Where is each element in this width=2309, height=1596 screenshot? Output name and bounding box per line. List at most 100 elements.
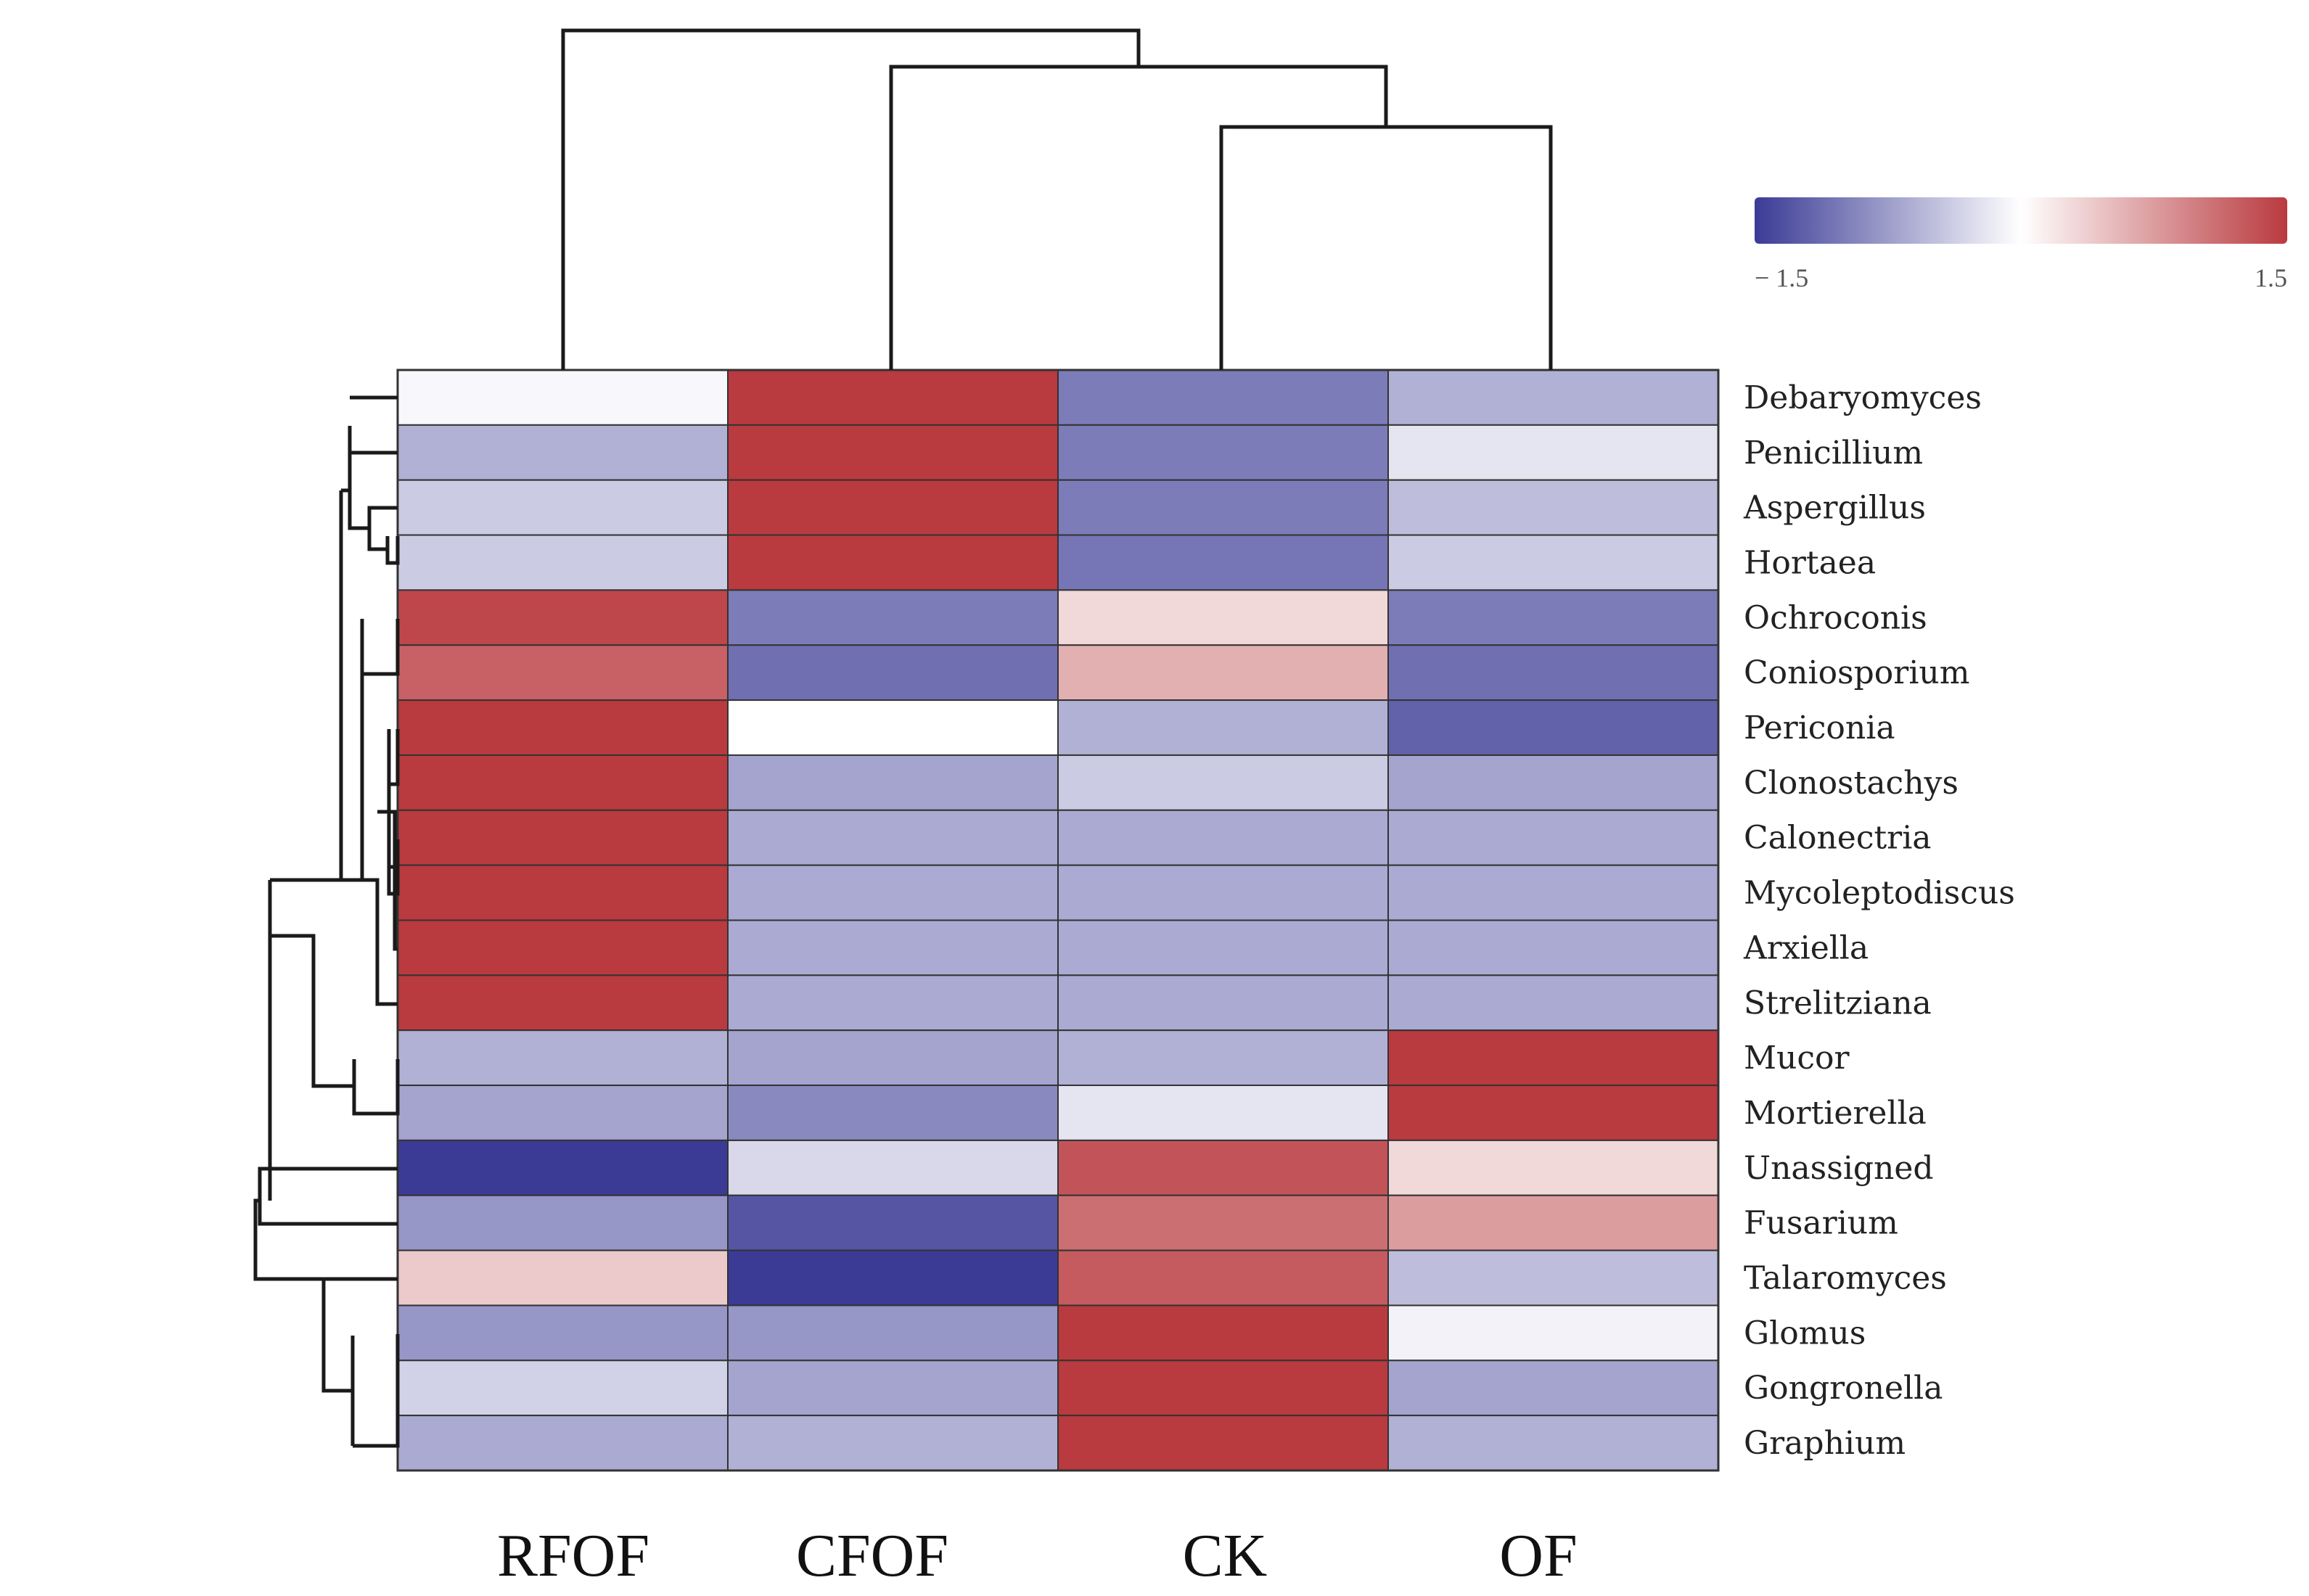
- row-label-glomus: Glomus: [1744, 1315, 1866, 1352]
- column-dendrogram: [561, 28, 1553, 370]
- row-label-graphium: Graphium: [1744, 1425, 1906, 1462]
- heatmap-cell-mycoleptodiscus-rfof: [397, 864, 729, 921]
- column-label-of: OF: [1499, 1522, 1577, 1589]
- heatmap-cell-coniosporium-of: [1387, 644, 1719, 702]
- heatmap-cell-mucor-rfof: [397, 1029, 729, 1087]
- column-labels: RFOF CFOF CK OF: [497, 1522, 1578, 1589]
- heatmap-cell-fusarium-of: [1387, 1194, 1719, 1251]
- heatmap-cell-mortierella-of: [1387, 1085, 1719, 1141]
- heatmap-cell-periconia-of: [1387, 699, 1719, 756]
- heatmap-cell-calonectria-of: [1387, 809, 1719, 866]
- heatmap-cell-mycoleptodiscus-of: [1387, 864, 1719, 921]
- heatmap-cell-gongronella-rfof: [397, 1360, 729, 1417]
- heatmap-cell-mortierella-rfof: [397, 1085, 729, 1141]
- heatmap-cell-hortaea-ck: [1057, 534, 1389, 591]
- row-label-periconia: Periconia: [1744, 709, 1895, 746]
- heatmap-cell-clonostachys-cfof: [727, 754, 1059, 811]
- heatmap-cell-hortaea-rfof: [397, 534, 729, 591]
- heatmap-cell-ochroconis-rfof: [397, 589, 729, 646]
- heatmap-cell-graphium-cfof: [727, 1415, 1059, 1472]
- row-dendrogram: [253, 395, 400, 1448]
- heatmap-cell-clonostachys-ck: [1057, 754, 1389, 811]
- heatmap-cell-mucor-ck: [1057, 1029, 1389, 1087]
- heatmap-cell-ochroconis-of: [1387, 589, 1719, 646]
- colorbar-max-label: 1.5: [2255, 263, 2287, 292]
- colorbar: [1755, 197, 2287, 244]
- heatmap-cell-unassigned-cfof: [727, 1139, 1059, 1196]
- row-label-gongronella: Gongronella: [1744, 1370, 1943, 1407]
- heatmap-cell-hortaea-cfof: [727, 534, 1059, 591]
- heatmap-cell-glomus-ck: [1057, 1304, 1389, 1362]
- heatmap-cell-penicillium-cfof: [727, 424, 1059, 481]
- heatmap-cell-debaryomyces-rfof: [397, 369, 729, 426]
- heatmap-cell-periconia-rfof: [397, 699, 729, 756]
- heatmap-cell-mortierella-cfof: [727, 1085, 1059, 1141]
- heatmap-cell-talaromyces-ck: [1057, 1249, 1389, 1307]
- heatmap-cell-graphium-ck: [1057, 1415, 1389, 1472]
- heatmap-cell-ochroconis-ck: [1057, 589, 1389, 646]
- heatmap-cell-aspergillus-ck: [1057, 479, 1389, 536]
- heatmap-cell-aspergillus-cfof: [727, 479, 1059, 536]
- heatmap-cell-mortierella-ck: [1057, 1085, 1389, 1141]
- row-label-hortaea: Hortaea: [1744, 544, 1876, 581]
- colorbar-min-label: − 1.5: [1755, 263, 1808, 292]
- heatmap-cell-glomus-cfof: [727, 1304, 1059, 1362]
- heatmap-cell-arxiella-rfof: [397, 919, 729, 976]
- heatmap-cell-fusarium-ck: [1057, 1194, 1389, 1251]
- row-label-arxiella: Arxiella: [1743, 929, 1869, 966]
- row-label-talaromyces: Talaromyces: [1744, 1260, 1947, 1297]
- row-label-ochroconis: Ochroconis: [1744, 599, 1927, 636]
- heatmap-cells: [397, 369, 1719, 1472]
- row-label-mortierella: Mortierella: [1744, 1095, 1927, 1132]
- heatmap-cell-graphium-of: [1387, 1415, 1719, 1472]
- heatmap-cell-mycoleptodiscus-ck: [1057, 864, 1389, 921]
- heatmap-cell-gongronella-ck: [1057, 1360, 1389, 1417]
- heatmap-cell-coniosporium-ck: [1057, 644, 1389, 702]
- row-label-unassigned: Unassigned: [1744, 1150, 1934, 1187]
- row-label-aspergillus: Aspergillus: [1743, 490, 1926, 527]
- heatmap-cell-strelitziana-ck: [1057, 974, 1389, 1032]
- heatmap-cell-calonectria-rfof: [397, 809, 729, 866]
- heatmap-cell-debaryomyces-cfof: [727, 369, 1059, 426]
- heatmap-cell-graphium-rfof: [397, 1415, 729, 1472]
- heatmap-cell-penicillium-of: [1387, 424, 1719, 481]
- heatmap-cell-strelitziana-cfof: [727, 974, 1059, 1032]
- column-label-cfof: CFOF: [796, 1522, 948, 1589]
- heatmap-cell-clonostachys-rfof: [397, 754, 729, 811]
- row-label-mycoleptodiscus: Mycoleptodiscus: [1744, 875, 2015, 912]
- row-label-strelitziana: Strelitziana: [1744, 984, 1932, 1021]
- heatmap-cell-glomus-of: [1387, 1304, 1719, 1362]
- heatmap-cell-arxiella-ck: [1057, 919, 1389, 976]
- column-label-rfof: RFOF: [497, 1522, 649, 1589]
- heatmap-cell-gongronella-cfof: [727, 1360, 1059, 1417]
- heatmap-cell-aspergillus-of: [1387, 479, 1719, 536]
- heatmap-cell-penicillium-rfof: [397, 424, 729, 481]
- heatmap-cell-mucor-cfof: [727, 1029, 1059, 1087]
- row-label-coniosporium: Coniosporium: [1744, 654, 1969, 691]
- row-label-calonectria: Calonectria: [1744, 820, 1932, 857]
- heatmap-cell-periconia-cfof: [727, 699, 1059, 756]
- heatmap-cell-calonectria-cfof: [727, 809, 1059, 866]
- heatmap-cell-talaromyces-rfof: [397, 1249, 729, 1307]
- heatmap-cell-fusarium-cfof: [727, 1194, 1059, 1251]
- heatmap-cell-strelitziana-of: [1387, 974, 1719, 1032]
- heatmap-cell-coniosporium-cfof: [727, 644, 1059, 702]
- heatmap-cell-talaromyces-cfof: [727, 1249, 1059, 1307]
- heatmap-cell-strelitziana-rfof: [397, 974, 729, 1032]
- heatmap-cell-penicillium-ck: [1057, 424, 1389, 481]
- row-label-mucor: Mucor: [1744, 1040, 1850, 1077]
- heatmap-cell-hortaea-of: [1387, 534, 1719, 591]
- heatmap-cell-aspergillus-rfof: [397, 479, 729, 536]
- heatmap-cell-unassigned-of: [1387, 1139, 1719, 1196]
- row-label-fusarium: Fusarium: [1744, 1205, 1898, 1242]
- row-label-penicillium: Penicillium: [1744, 435, 1923, 472]
- heatmap-cell-coniosporium-rfof: [397, 644, 729, 702]
- heatmap-cell-glomus-rfof: [397, 1304, 729, 1362]
- heatmap-cell-mycoleptodiscus-cfof: [727, 864, 1059, 921]
- heatmap-cell-mucor-of: [1387, 1029, 1719, 1087]
- heatmap-cell-arxiella-cfof: [727, 919, 1059, 976]
- heatmap-cell-debaryomyces-ck: [1057, 369, 1389, 426]
- heatmap-cell-arxiella-of: [1387, 919, 1719, 976]
- heatmap-cell-calonectria-ck: [1057, 809, 1389, 866]
- row-label-debaryomyces: Debaryomyces: [1744, 379, 1982, 416]
